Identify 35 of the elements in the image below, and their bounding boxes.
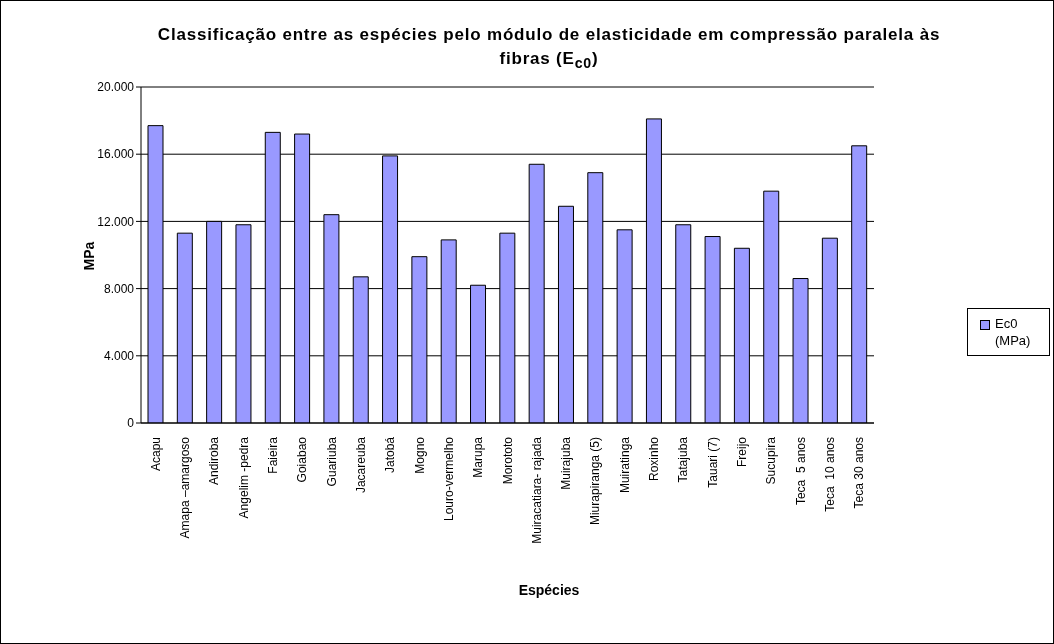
x-tick-label: Teca 30 anos: [852, 437, 867, 509]
x-tick-label: Teca 5 anos: [793, 437, 808, 506]
x-tick-label: Mogno: [412, 436, 427, 474]
x-tick-label: Muiracatiara- rajada: [529, 436, 544, 544]
x-tick-label: Tatajuba: [676, 436, 691, 483]
x-tick-label: Morototo: [500, 436, 515, 485]
x-tick-label: Acapu: [148, 437, 163, 472]
y-tick-label: 20.000: [97, 80, 135, 95]
x-tick-label: Marupa: [471, 436, 486, 478]
x-tick-label: Freijo: [735, 436, 750, 468]
x-tick-label: Muiratinga: [617, 436, 632, 494]
x-tick-label: Teca 10 anos: [823, 437, 838, 512]
x-axis-title: Espécies: [518, 582, 580, 598]
x-tick-label: Angelim -pedra: [236, 436, 251, 519]
x-tick-label: Roxinho: [647, 436, 662, 482]
x-tick-label: Guariuba: [324, 436, 339, 487]
x-tick-label: Miurapiranga (5): [588, 437, 603, 526]
legend-label: Ec0 (MPa): [995, 315, 1032, 349]
x-tick-label: Amapa –amargoso: [177, 436, 192, 539]
x-tick-label: Goiabao: [295, 436, 310, 483]
x-tick-label: Jacareuba: [353, 436, 368, 494]
y-tick-label: 12.000: [97, 214, 135, 229]
y-tick-label: 0: [127, 416, 135, 431]
y-tick-label: 8.000: [103, 281, 135, 296]
x-tick-label: Tauari (7): [705, 437, 720, 488]
chart-title: Classificação entre as espécies pelo módulo de elasticidade em compressão paralela às fibras (E$_{c0}$): [156, 24, 942, 74]
x-tick-label: Andiroba: [207, 436, 222, 486]
y-tick-label: 4.000: [103, 349, 135, 364]
x-tick-label: Faieira: [265, 436, 280, 474]
x-tick-label: Sucupira: [764, 436, 779, 485]
y-axis-title: MPa: [81, 241, 97, 271]
x-tick-label: Muirajuba: [559, 436, 574, 490]
x-tick-label: Louro-vermelho: [441, 436, 456, 522]
y-tick-label: 16.000: [97, 147, 135, 162]
x-tick-label: Jatobá: [383, 436, 398, 474]
